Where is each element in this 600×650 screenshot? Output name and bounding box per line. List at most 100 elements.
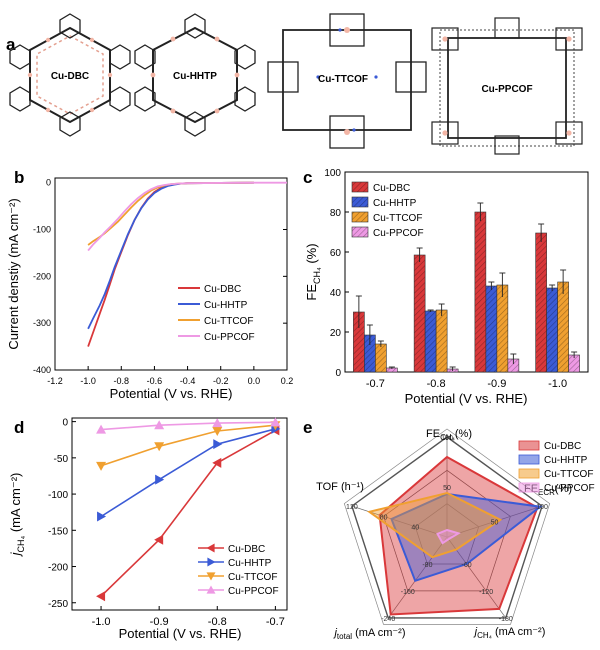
y-tick-label: 0 bbox=[335, 368, 341, 379]
radar-tick-label: 80 bbox=[380, 514, 388, 521]
legend-swatch bbox=[518, 468, 540, 479]
data-point-cu-ppcof bbox=[270, 417, 281, 427]
data-point-cu-dbc bbox=[154, 534, 164, 545]
y-tick-label: -150 bbox=[48, 526, 68, 537]
legend-label: Cu-DBC bbox=[204, 284, 241, 295]
legend-label: Cu-HHTP bbox=[228, 558, 272, 569]
chart-d-j-ch4: Potential (V vs. RHE) jCH₄ (mA cm⁻²) -1.… bbox=[8, 417, 288, 641]
radar-tick-label: 100 bbox=[536, 504, 548, 511]
radar-axis-label-sub: ECR bbox=[538, 488, 555, 497]
x-tick-label: 0.2 bbox=[281, 376, 294, 386]
panel-letter-a: a bbox=[6, 35, 16, 54]
legend-label: Cu-PPCOF bbox=[228, 586, 279, 597]
structure-label: Cu-PPCOF bbox=[481, 84, 532, 95]
legend-label: Cu-DBC bbox=[373, 183, 410, 194]
chart-e-radar: 5010050100-60-120-180-80-160-2404080120 … bbox=[316, 428, 594, 641]
data-point-cu-hhtp bbox=[97, 511, 107, 522]
legend-label: Cu-HHTP bbox=[544, 455, 588, 466]
series-line-cu-ppcof bbox=[87, 181, 287, 252]
chart-b-xlabel: Potential (V vs. RHE) bbox=[110, 386, 233, 401]
panel-letter-e: e bbox=[303, 418, 312, 437]
radar-axis-label-unit: ⁻¹) bbox=[351, 481, 364, 493]
radar-area-cu-dbc bbox=[378, 455, 539, 616]
x-tick-label: -1.2 bbox=[47, 376, 63, 386]
legend-marker bbox=[207, 557, 216, 567]
radar-spoke bbox=[387, 536, 448, 619]
legend-label: Cu-PPCOF bbox=[373, 228, 424, 239]
radar-tick-label: 50 bbox=[491, 520, 499, 527]
y-tick-label: -50 bbox=[54, 454, 69, 465]
radar-grid-ring bbox=[383, 469, 511, 592]
x-tick-label: -0.8 bbox=[427, 378, 446, 390]
y-tick-label: 40 bbox=[330, 288, 342, 299]
x-tick-label: -0.6 bbox=[147, 376, 163, 386]
x-tick-label: -0.7 bbox=[366, 378, 385, 390]
y-tick-label: 80 bbox=[330, 208, 342, 219]
series-line-cu-ttcof bbox=[87, 181, 254, 246]
data-point-cu-ppcof bbox=[154, 420, 165, 430]
x-tick-label: -0.7 bbox=[266, 616, 285, 628]
legend-label: Cu-TTCOF bbox=[204, 316, 253, 327]
data-point-cu-ttcof bbox=[212, 427, 223, 437]
chart-b-frame bbox=[54, 177, 288, 371]
legend-label: Cu-TTCOF bbox=[228, 572, 277, 583]
chart-d-frame bbox=[71, 417, 288, 611]
x-tick-label: -0.9 bbox=[150, 616, 169, 628]
radar-axis-label: TOF (h⁻¹) bbox=[316, 481, 364, 493]
radar-axis-label-main: FE bbox=[426, 428, 440, 440]
legend-swatch bbox=[351, 226, 369, 238]
panel-letter-d: d bbox=[14, 418, 24, 437]
data-point-cu-ppcof bbox=[96, 424, 107, 434]
legend-label: Cu-HHTP bbox=[204, 300, 248, 311]
series-line-cu-hhtp bbox=[100, 428, 276, 518]
radar-spoke bbox=[446, 505, 543, 538]
chart-c-ylabel-unit: (%) bbox=[304, 243, 319, 267]
legend-swatch bbox=[518, 454, 540, 465]
panel-letter-c: c bbox=[303, 168, 312, 187]
radar-tick-label: 40 bbox=[411, 525, 419, 532]
chart-d-ylabel-main: j bbox=[8, 551, 23, 557]
x-tick-label: -1.0 bbox=[80, 376, 96, 386]
legend-label: Cu-TTCOF bbox=[544, 469, 593, 480]
y-tick-label: -250 bbox=[48, 599, 68, 610]
radar-tick-label: -80 bbox=[422, 562, 432, 569]
bar-cu-hhtp bbox=[546, 287, 558, 373]
legend-label: Cu-DBC bbox=[228, 544, 265, 555]
x-tick-label: -0.8 bbox=[114, 376, 130, 386]
radar-spoke bbox=[446, 536, 507, 619]
radar-tick-label: 100 bbox=[441, 435, 453, 442]
series-line-cu-ppcof bbox=[101, 421, 276, 431]
legend-label: Cu-TTCOF bbox=[373, 213, 422, 224]
radar-tick-label: -160 bbox=[401, 589, 415, 596]
series-line-cu-dbc bbox=[100, 429, 276, 597]
data-point-cu-dbc bbox=[212, 457, 222, 468]
radar-area-cu-ttcof bbox=[366, 491, 503, 559]
y-tick-label: 0 bbox=[62, 418, 68, 429]
bar-cu-dbc bbox=[535, 232, 547, 373]
chart-b-lsv: Potential (V vs. RHE) Current denstiy (m… bbox=[6, 177, 294, 401]
legend-swatch bbox=[351, 196, 369, 208]
structure-cu-dbc: Cu-DBC bbox=[9, 13, 131, 137]
radar-axis-label-sub: total bbox=[337, 632, 352, 641]
bar-cu-dbc bbox=[413, 254, 426, 373]
structure-cu-ttcof: Cu-TTCOF bbox=[267, 13, 427, 149]
radar-axis-label-main: j bbox=[473, 626, 478, 638]
radar-axis-label-main: TOF (h bbox=[316, 481, 351, 493]
bar-cu-ttcof bbox=[435, 309, 448, 373]
data-point-cu-ttcof bbox=[96, 461, 107, 471]
legend-label: Cu-HHTP bbox=[373, 198, 417, 209]
radar-grid-ring bbox=[414, 503, 480, 565]
legend-swatch bbox=[351, 181, 369, 193]
chart-c-fe-ch4: Potential (V vs. RHE) FECH₄ (%) 0 20 40 60 8… bbox=[304, 168, 589, 406]
legend-swatch bbox=[518, 440, 540, 451]
chart-d-ylabel: jCH₄ (mA cm⁻²) bbox=[8, 473, 26, 558]
y-tick-label: -100 bbox=[33, 225, 51, 235]
legend-marker bbox=[206, 543, 215, 553]
data-point-cu-hhtp bbox=[155, 474, 165, 485]
chart-c-ylabel-sub: CH₄ bbox=[312, 267, 322, 284]
chart-c-frame bbox=[344, 171, 589, 373]
legend-label: Cu-PPCOF bbox=[544, 483, 595, 494]
structure-cu-hhtp: Cu-HHTP bbox=[134, 13, 256, 137]
radar-axis-label-unit: (mA cm⁻²) bbox=[492, 626, 545, 638]
